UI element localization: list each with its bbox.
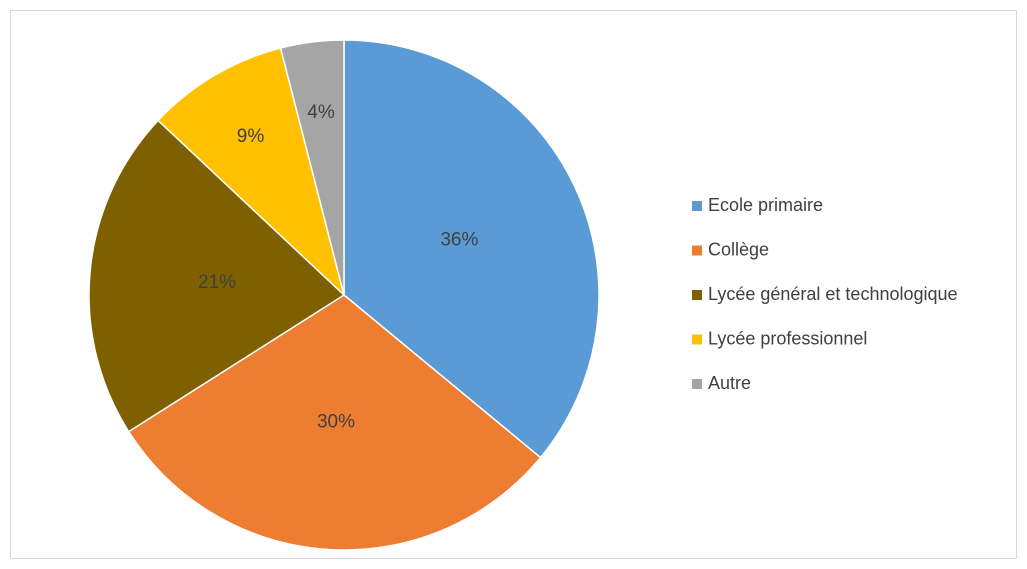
data-label: 9% [237,126,265,147]
legend-label: Lycée professionnel [708,328,867,348]
data-label: 21% [198,272,236,293]
pie-slice [157,47,346,298]
pie-slice [127,294,542,551]
legend-swatch [692,334,702,345]
pie-slice [88,119,346,433]
legend-label: Ecole primaire [708,195,823,215]
pie-slice [343,39,600,459]
data-label: 4% [307,102,335,123]
legend-swatch [692,379,702,389]
legend-label: Collège [708,239,769,259]
legend-swatch [692,245,702,256]
data-label: 36% [440,230,478,251]
legend-label: Autre [708,373,751,393]
pie-slice [279,39,345,296]
legend-swatch [692,201,702,211]
legend-swatch [692,290,702,300]
legend-label: Lycée général et technologique [708,284,958,304]
data-label: 30% [317,411,355,432]
